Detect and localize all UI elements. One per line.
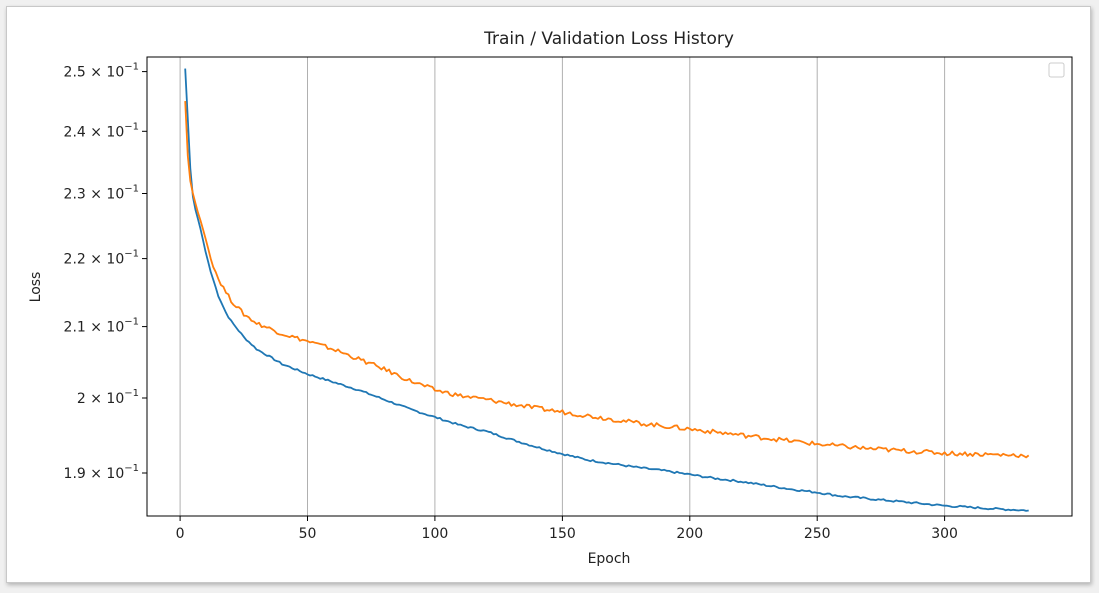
series-lines <box>184 68 1030 512</box>
x-tick-label: 50 <box>299 526 317 542</box>
y-tick-label: 2.4 × 10−1 <box>64 121 139 140</box>
chart-title: Train / Validation Loss History <box>483 29 734 49</box>
x-tick-label: 200 <box>676 526 703 542</box>
validation-loss-line <box>184 101 1030 459</box>
figure-window: Train / Validation Loss History 0 50 100 15… <box>6 6 1091 583</box>
x-tick-label: 250 <box>804 526 831 542</box>
x-gridlines <box>179 57 946 516</box>
x-axis-label: Epoch <box>588 551 631 567</box>
y-tick-label: 2.2 × 10−1 <box>64 249 139 268</box>
x-tick-label: 300 <box>931 526 958 542</box>
x-tick-label: 100 <box>422 526 449 542</box>
plot-area-frame <box>146 56 1073 517</box>
y-axis-ticks: 1.9 × 10−1 2 × 10−1 2.1 × 10−1 2.2 × 10−1 2.… <box>64 62 147 482</box>
x-axis-ticks: 0 50 100 150 200 250 300 <box>176 516 958 542</box>
loss-chart: Train / Validation Loss History 0 50 100 15… <box>28 29 1073 567</box>
y-tick-label: 1.9 × 10−1 <box>64 463 139 482</box>
legend-box <box>1048 62 1065 78</box>
y-tick-label: 2 × 10−1 <box>77 388 139 407</box>
x-tick-label: 0 <box>176 526 185 542</box>
train-loss-line <box>184 68 1029 512</box>
x-tick-label: 150 <box>549 526 576 542</box>
y-tick-label: 2.3 × 10−1 <box>64 184 139 203</box>
y-axis-label: Loss <box>28 272 44 303</box>
y-tick-label: 2.1 × 10−1 <box>64 317 139 336</box>
y-tick-label: 2.5 × 10−1 <box>64 62 139 81</box>
